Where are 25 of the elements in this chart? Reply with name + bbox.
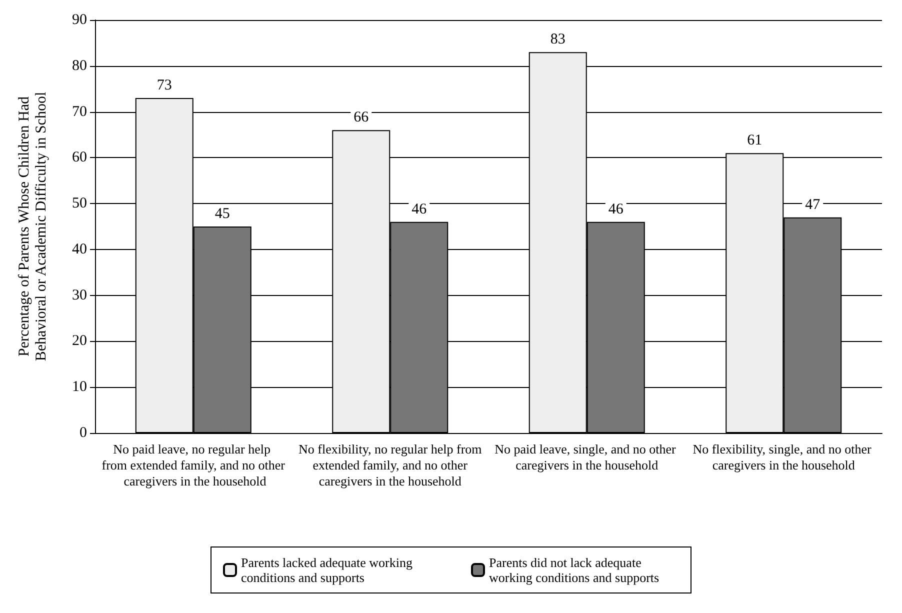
y-tick-label: 20	[72, 333, 87, 350]
x-tick-label: No paid leave, no regular help from extended family, and no other caregivers in the household	[102, 442, 286, 488]
y-axis-title: Percentage of Parents Whose Children Had Behavioral or Academic Difficulty in School	[16, 92, 50, 362]
x-tick-label: No flexibility, single, and no other caregivers in the household	[692, 442, 875, 472]
y-tick-label: 0	[80, 425, 87, 441]
y-tick-label: 80	[72, 58, 87, 74]
y-tick-label: 10	[72, 379, 87, 396]
data-label: 83	[550, 32, 566, 48]
data-label: 45	[214, 206, 230, 222]
data-label: 61	[747, 132, 762, 149]
data-label: 47	[805, 196, 821, 213]
y-tick-label: 50	[72, 196, 87, 212]
legend-label: Parents did not lack adequate working conditions and supports	[489, 555, 660, 585]
data-label: 46	[412, 201, 428, 218]
y-tick-label: 40	[72, 241, 87, 258]
y-tick-label: 30	[72, 287, 87, 304]
data-label: 46	[608, 201, 624, 218]
y-tick-label: 90	[72, 12, 87, 28]
legend-label: Parents lacked adequate working conditions and supports	[241, 555, 416, 585]
y-tick-label: 60	[72, 150, 87, 166]
data-label: 66	[354, 110, 370, 126]
y-tick-label: 70	[72, 104, 87, 120]
x-tick-label: No flexibility, no regular help from extended family, and no other caregivers in the household	[298, 442, 482, 488]
x-tick-label: No paid leave, single, and no other caregivers in the household	[494, 442, 680, 472]
data-label: 73	[156, 78, 172, 94]
